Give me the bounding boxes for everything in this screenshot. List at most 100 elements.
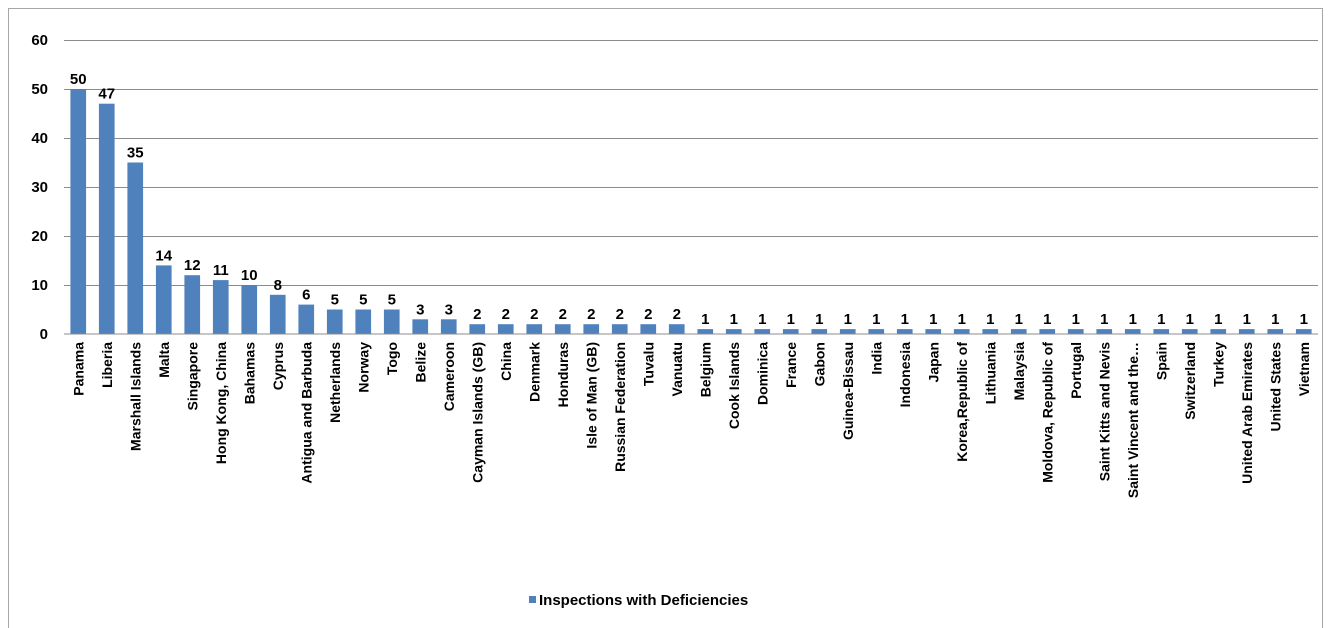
data-label: 6 <box>302 287 310 304</box>
data-label: 12 <box>184 257 201 274</box>
x-tick-label: Moldova, Republic of <box>1039 342 1055 483</box>
x-tick-label: Panama <box>70 342 86 396</box>
x-tick-label: Spain <box>1153 342 1169 380</box>
data-label: 11 <box>213 262 229 279</box>
legend-swatch <box>529 596 536 603</box>
bar <box>754 329 771 334</box>
y-tick-label: 0 <box>40 326 48 343</box>
x-tick-label: Korea,Republic of <box>954 342 970 462</box>
data-label: 1 <box>730 311 738 328</box>
data-label: 1 <box>1100 311 1108 328</box>
bar <box>953 329 970 334</box>
data-label: 47 <box>98 86 115 103</box>
x-tick-label: Singapore <box>184 342 200 411</box>
chart-frame <box>8 8 1323 628</box>
data-label: 5 <box>359 292 367 309</box>
y-tick-label: 40 <box>31 130 48 147</box>
x-tick-label: Netherlands <box>327 342 343 423</box>
data-label: 1 <box>701 311 709 328</box>
data-label: 3 <box>416 301 424 318</box>
data-label: 3 <box>445 301 453 318</box>
bar <box>298 304 315 334</box>
data-label: 1 <box>901 311 909 328</box>
bar <box>98 103 115 334</box>
x-tick-label: China <box>498 342 514 381</box>
y-tick-label: 20 <box>31 228 48 245</box>
legend-label: Inspections with Deficiencies <box>539 592 748 609</box>
data-label: 2 <box>673 306 681 323</box>
bar <box>982 329 999 334</box>
x-tick-label: Denmark <box>526 342 542 402</box>
x-tick-label: Liberia <box>99 342 115 388</box>
data-label: 1 <box>1214 311 1222 328</box>
x-tick-label: United States <box>1267 342 1283 432</box>
y-tick-label: 10 <box>31 277 48 294</box>
y-tick-label: 60 <box>31 32 48 49</box>
data-label: 1 <box>1271 311 1279 328</box>
bar <box>1267 329 1284 334</box>
bar <box>70 89 87 334</box>
x-tick-label: Japan <box>925 342 941 382</box>
bar <box>1124 329 1141 334</box>
y-tick-label: 50 <box>31 81 48 98</box>
legend: Inspections with Deficiencies <box>529 592 748 609</box>
bars <box>70 89 1312 334</box>
x-tick-label: Vietnam <box>1296 342 1312 396</box>
x-tick-label: Marshall Islands <box>127 342 143 451</box>
data-label: 1 <box>1129 311 1137 328</box>
x-tick-label: Indonesia <box>897 342 913 408</box>
bar <box>184 275 201 334</box>
x-tick-label: Portugal <box>1068 342 1084 399</box>
bar <box>212 280 229 334</box>
x-tick-label: Cyprus <box>270 342 286 390</box>
bar <box>1238 329 1255 334</box>
bar <box>469 324 486 334</box>
x-tick-label: Turkey <box>1210 342 1226 387</box>
bar <box>127 162 144 334</box>
data-label: 2 <box>587 306 595 323</box>
x-tick-label: Cook Islands <box>726 342 742 429</box>
data-label: 1 <box>929 311 937 328</box>
x-tick-label: Switzerland <box>1182 342 1198 420</box>
bar <box>526 324 543 334</box>
x-tick-label: India <box>868 342 884 375</box>
data-label: 1 <box>986 311 994 328</box>
bar <box>1039 329 1056 334</box>
data-label: 1 <box>1072 311 1080 328</box>
y-tick-label: 30 <box>31 179 48 196</box>
x-axis-tick-labels: Panama Liberia Marshall Islands Malta Singap… <box>70 342 1312 498</box>
data-label: 1 <box>815 311 823 328</box>
data-label: 1 <box>787 311 795 328</box>
bar <box>155 265 172 334</box>
x-tick-label: Saint Kitts and Nevis <box>1096 342 1112 481</box>
bar <box>925 329 942 334</box>
x-tick-label: Belize <box>412 342 428 383</box>
data-label: 1 <box>844 311 852 328</box>
bar <box>725 329 742 334</box>
x-tick-label: France <box>783 342 799 388</box>
bar <box>583 324 600 334</box>
bar <box>1210 329 1227 334</box>
bar <box>383 309 400 334</box>
bar <box>1153 329 1170 334</box>
data-label: 1 <box>872 311 880 328</box>
data-label: 35 <box>127 145 144 162</box>
x-tick-label: Lithuania <box>982 342 998 404</box>
bar <box>412 319 429 334</box>
x-tick-label: Saint Vincent and the… <box>1125 342 1141 498</box>
bar <box>1096 329 1113 334</box>
x-tick-label: Gabon <box>811 342 827 386</box>
data-label: 1 <box>1243 311 1251 328</box>
data-label: 2 <box>502 306 510 323</box>
data-label: 2 <box>530 306 538 323</box>
data-label: 2 <box>559 306 567 323</box>
bar <box>611 324 628 334</box>
bar <box>782 329 799 334</box>
x-tick-label: Belgium <box>697 342 713 397</box>
x-tick-label: Honduras <box>555 342 571 408</box>
bar <box>1181 329 1198 334</box>
x-tick-label: Bahamas <box>241 342 257 404</box>
data-label: 2 <box>616 306 624 323</box>
